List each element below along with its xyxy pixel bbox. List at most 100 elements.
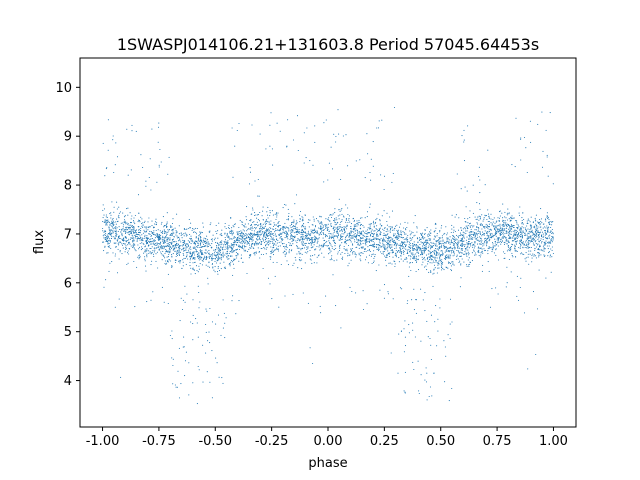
data-point (540, 249, 542, 251)
data-point (312, 255, 314, 257)
data-point (306, 235, 309, 237)
data-point (421, 264, 423, 266)
data-point (337, 233, 340, 235)
data-point (352, 237, 354, 240)
data-point (494, 234, 496, 236)
data-point (214, 237, 216, 239)
data-point (548, 235, 550, 237)
data-point (175, 386, 177, 388)
data-point (251, 124, 253, 126)
data-point (416, 250, 418, 252)
data-point (149, 247, 151, 250)
data-point (467, 251, 469, 253)
data-point (172, 358, 174, 360)
data-point (518, 226, 520, 228)
data-point (526, 225, 528, 227)
data-point (412, 252, 414, 254)
data-point (158, 239, 160, 241)
data-point (351, 251, 354, 253)
data-point (343, 229, 345, 231)
data-point (277, 250, 280, 252)
data-point (128, 224, 130, 226)
data-point (223, 240, 225, 242)
data-point (110, 247, 112, 249)
data-point (378, 230, 380, 232)
data-point (276, 242, 278, 244)
data-point (314, 240, 316, 242)
data-point (429, 262, 431, 264)
data-point (236, 257, 238, 259)
data-point (334, 228, 336, 230)
data-point (248, 248, 250, 250)
data-point (292, 264, 294, 266)
data-point (436, 345, 438, 347)
data-point (497, 239, 499, 241)
data-point (511, 237, 514, 239)
data-point (433, 264, 436, 266)
data-point (440, 237, 442, 239)
data-point (338, 133, 340, 135)
data-point (415, 270, 417, 273)
data-point (478, 240, 480, 243)
data-point (486, 235, 488, 237)
data-point (114, 227, 116, 229)
data-point (527, 232, 529, 234)
data-point (434, 252, 436, 255)
data-point (509, 227, 511, 229)
data-point (414, 253, 416, 255)
data-point (468, 231, 470, 233)
data-point (394, 233, 396, 235)
data-point (199, 249, 202, 251)
data-point (149, 239, 151, 241)
data-point (437, 262, 439, 264)
data-point (367, 262, 369, 264)
data-point (518, 242, 521, 244)
data-point (474, 245, 476, 247)
data-point (335, 141, 337, 143)
data-point (474, 238, 476, 240)
data-point (473, 241, 476, 243)
data-point (265, 222, 267, 225)
data-point (109, 245, 111, 247)
data-point (537, 252, 539, 254)
data-point (550, 248, 552, 250)
data-point (222, 254, 224, 256)
data-point (443, 269, 445, 271)
data-point (302, 239, 304, 241)
data-point (307, 230, 309, 232)
data-point (266, 229, 268, 231)
data-point (339, 210, 341, 213)
data-point (282, 252, 284, 254)
data-point (231, 227, 233, 229)
data-point (477, 230, 479, 232)
data-point (534, 241, 536, 243)
data-point (502, 217, 504, 219)
data-point (204, 249, 206, 251)
data-point (267, 206, 269, 208)
data-point (189, 251, 191, 253)
data-point (296, 247, 298, 249)
data-point (389, 228, 392, 231)
data-point (416, 260, 418, 262)
data-point (448, 247, 450, 249)
data-point (384, 234, 386, 236)
data-point (118, 235, 120, 237)
data-point (507, 231, 509, 233)
data-point (295, 194, 298, 196)
data-point (418, 392, 420, 395)
data-point (477, 216, 479, 218)
data-point (108, 221, 110, 223)
data-point (285, 204, 287, 206)
data-point (468, 241, 470, 243)
data-point (464, 217, 466, 220)
data-point (164, 257, 166, 259)
data-point (127, 214, 129, 216)
data-point (438, 260, 440, 262)
data-point (332, 213, 334, 215)
data-point (535, 246, 537, 248)
data-point (291, 226, 294, 228)
data-point (422, 232, 424, 234)
data-point (299, 253, 301, 255)
data-point (498, 238, 500, 240)
data-point (537, 228, 539, 230)
